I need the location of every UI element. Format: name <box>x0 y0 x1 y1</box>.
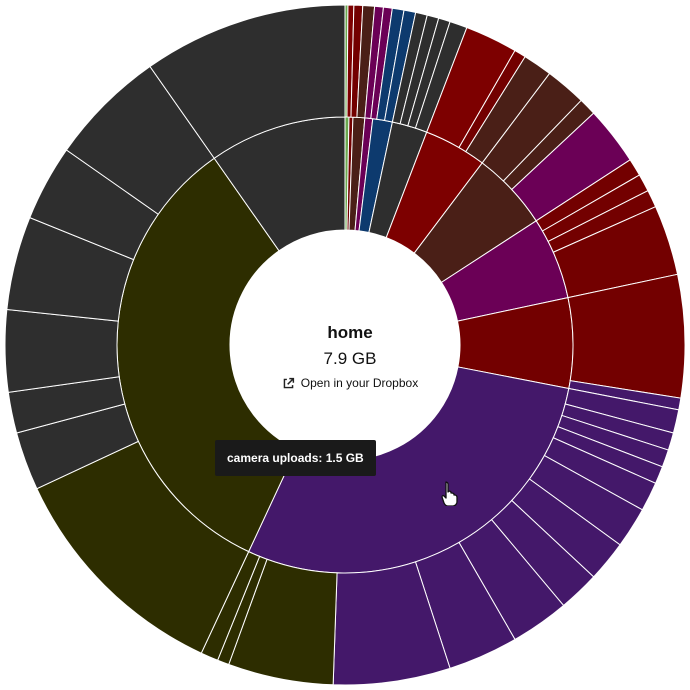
tooltip: camera uploads: 1.5 GB <box>215 440 376 476</box>
center-panel: home 7.9 GB Open in your Dropbox <box>245 322 455 395</box>
outer-ring-segment[interactable] <box>149 4 346 159</box>
folder-size: 7.9 GB <box>323 349 377 368</box>
folder-title: home <box>327 323 373 342</box>
external-link-icon <box>283 377 294 388</box>
open-in-dropbox-link[interactable]: Open in your Dropbox <box>282 376 418 390</box>
hand-pointer-icon <box>441 481 458 506</box>
open-in-dropbox-label: Open in your Dropbox <box>300 376 419 390</box>
